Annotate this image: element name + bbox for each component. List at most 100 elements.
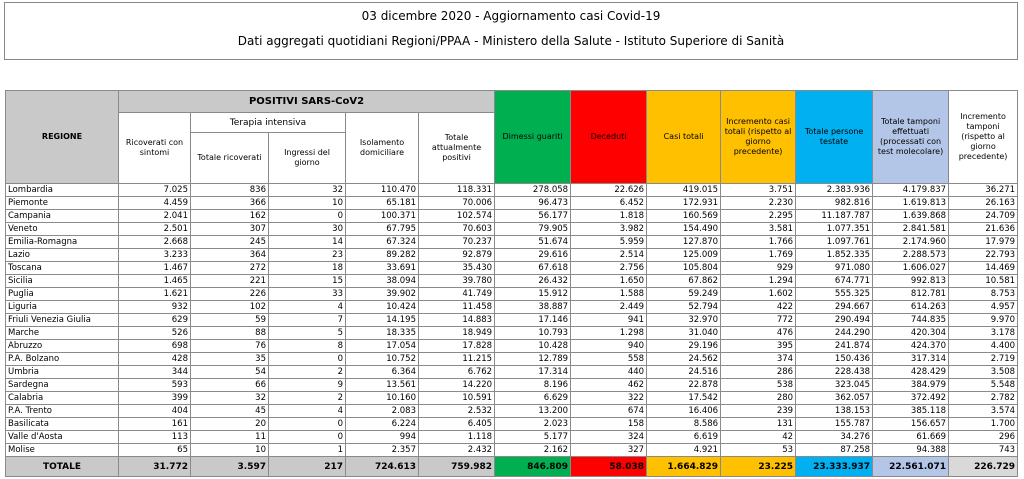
cell-value: 17.314 xyxy=(494,365,572,379)
data-row: Sardegna 593 66 9 13.561 14.220 8.196 462 22.878… xyxy=(5,378,1019,392)
cell-value: 26.163 xyxy=(948,196,1019,210)
cell-value: 929 xyxy=(720,261,797,275)
cell-value: 1.602 xyxy=(720,287,797,301)
cell-value: 1.769 xyxy=(720,248,797,262)
cell-value: 558 xyxy=(570,352,648,366)
region-name: Toscana xyxy=(5,261,119,275)
cell-value: 3.982 xyxy=(570,222,648,236)
region-name: Piemonte xyxy=(5,196,119,210)
cell-value: 10.591 xyxy=(417,391,496,405)
cell-value: 2.357 xyxy=(345,443,419,457)
cell-value: 6.629 xyxy=(494,391,572,405)
cell-value: 385.118 xyxy=(872,404,950,418)
data-row: Sicilia 1.465 221 15 38.094 39.780 26.432 1.650… xyxy=(5,274,1019,288)
cell-value: 6.619 xyxy=(646,430,722,444)
cell-value: 374 xyxy=(720,352,797,366)
cell-value: 2.288.573 xyxy=(872,248,950,262)
cell-value: 384.979 xyxy=(872,378,950,392)
cell-value: 3.178 xyxy=(948,326,1019,340)
cell-value: 422 xyxy=(720,300,797,314)
cell-value: 836 xyxy=(190,183,269,197)
cell-value: 96.473 xyxy=(494,196,572,210)
cell-value: 17.146 xyxy=(494,313,572,327)
cell-value: 674 xyxy=(570,404,648,418)
cell-value: 344 xyxy=(118,365,191,379)
cell-value: 34.276 xyxy=(795,430,874,444)
cell-value: 33 xyxy=(268,287,346,301)
cell-value: 155.787 xyxy=(795,417,874,431)
cell-value: 38.887 xyxy=(494,300,572,314)
cell-value: 3.751 xyxy=(720,183,797,197)
data-row: Molise 65 10 1 2.357 2.432 2.162 327 4.921 53 87.2… xyxy=(5,443,1019,457)
cell-value: 70.603 xyxy=(417,222,496,236)
cell-value: 161 xyxy=(118,417,191,431)
column-header: Totale ricoverati xyxy=(190,132,269,184)
total-value: 23.225 xyxy=(720,456,797,477)
cell-value: 2.295 xyxy=(720,209,797,223)
cell-value: 228.438 xyxy=(795,365,874,379)
cell-value: 24.516 xyxy=(646,365,722,379)
cell-value: 994 xyxy=(345,430,419,444)
cell-value: 1.621 xyxy=(118,287,191,301)
cell-value: 428.429 xyxy=(872,365,950,379)
cell-value: 2.532 xyxy=(417,404,496,418)
cell-value: 41.749 xyxy=(417,287,496,301)
cell-value: 65.181 xyxy=(345,196,419,210)
cell-value: 35 xyxy=(190,352,269,366)
cell-value: 51.674 xyxy=(494,235,572,249)
region-name: P.A. Trento xyxy=(5,404,119,418)
column-header: Ricoverati con sintomi xyxy=(118,112,191,184)
cell-value: 674.771 xyxy=(795,274,874,288)
cell-value: 614.263 xyxy=(872,300,950,314)
cell-value: 17.054 xyxy=(345,339,419,353)
cell-value: 245 xyxy=(190,235,269,249)
title: 03 dicembre 2020 - Aggiornamento casi Co… xyxy=(361,9,661,23)
cell-value: 3.508 xyxy=(948,365,1019,379)
region-name: Veneto xyxy=(5,222,119,236)
cell-value: 6.364 xyxy=(345,365,419,379)
cell-value: 17.542 xyxy=(646,391,722,405)
cell-value: 5.548 xyxy=(948,378,1019,392)
cell-value: 8 xyxy=(268,339,346,353)
region-name: Sicilia xyxy=(5,274,119,288)
cell-value: 286 xyxy=(720,365,797,379)
cell-value: 1.465 xyxy=(118,274,191,288)
total-value: 217 xyxy=(268,456,346,477)
total-value: 22.561.071 xyxy=(872,456,950,477)
cell-value: 372.492 xyxy=(872,391,950,405)
total-label: TOTALE xyxy=(5,456,119,477)
cell-value: 32.970 xyxy=(646,313,722,327)
cell-value: 10.752 xyxy=(345,352,419,366)
cell-value: 2 xyxy=(268,391,346,405)
cell-value: 6.405 xyxy=(417,417,496,431)
cell-value: 15.912 xyxy=(494,287,572,301)
cell-value: 1.639.868 xyxy=(872,209,950,223)
cell-value: 9.970 xyxy=(948,313,1019,327)
total-value: 58.038 xyxy=(570,456,648,477)
cell-value: 10.160 xyxy=(345,391,419,405)
cell-value: 13.200 xyxy=(494,404,572,418)
cell-value: 20 xyxy=(190,417,269,431)
column-header: Totale persone testate xyxy=(795,90,874,184)
data-row: Marche 526 88 5 18.335 18.949 10.793 1.298 31.04… xyxy=(5,326,1019,340)
region-name: Liguria xyxy=(5,300,119,314)
total-value: 31.772 xyxy=(118,456,191,477)
column-header: Dimessi guariti xyxy=(494,90,572,184)
cell-value: 2.841.581 xyxy=(872,222,950,236)
cell-value: 9 xyxy=(268,378,346,392)
cell-value: 14.220 xyxy=(417,378,496,392)
region-name: Marche xyxy=(5,326,119,340)
cell-value: 172.931 xyxy=(646,196,722,210)
region-header: REGIONE xyxy=(5,90,119,184)
cell-value: 743 xyxy=(948,443,1019,457)
cell-value: 39.902 xyxy=(345,287,419,301)
cell-value: 105.804 xyxy=(646,261,722,275)
cell-value: 32 xyxy=(268,183,346,197)
cell-value: 29.616 xyxy=(494,248,572,262)
cell-value: 2.383.936 xyxy=(795,183,874,197)
cell-value: 118.331 xyxy=(417,183,496,197)
cell-value: 941 xyxy=(570,313,648,327)
cell-value: 10.581 xyxy=(948,274,1019,288)
cell-value: 18 xyxy=(268,261,346,275)
total-row: TOTALE 31.772 3.597 217 724.613 759.982 846.80… xyxy=(5,456,1019,477)
